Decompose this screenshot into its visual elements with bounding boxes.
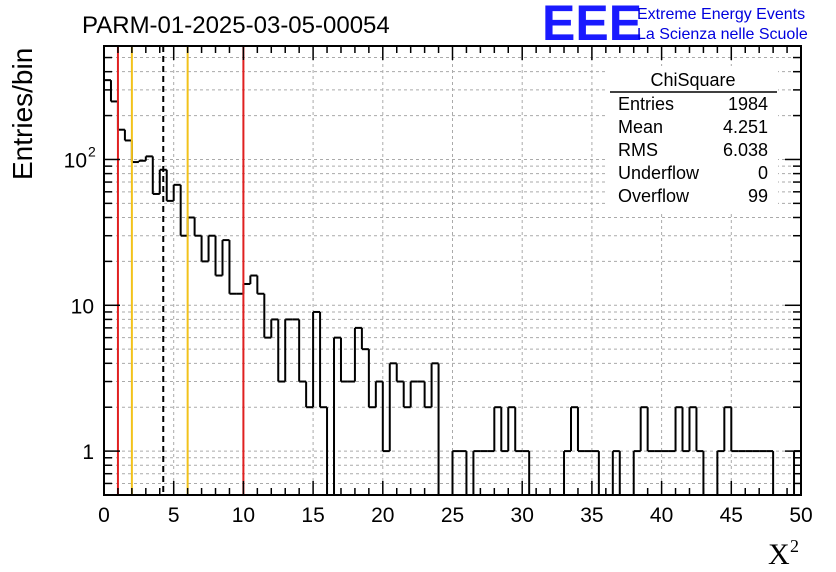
x-tick-label: 25 [441, 504, 464, 527]
stats-label-mean: Mean [618, 117, 663, 137]
eee-logo-line2: La Scienza nelle Scuole [637, 26, 808, 43]
y-tick-label-superscript: 2 [88, 143, 96, 159]
y-tick-label: 10 [64, 149, 87, 172]
y-axis-label: Entries/bin [7, 48, 38, 180]
stats-value-underflow: 0 [758, 163, 768, 183]
x-tick-label: 35 [580, 504, 603, 527]
x-axis-label: X [768, 538, 790, 571]
stats-box-title: ChiSquare [650, 70, 735, 90]
stats-label-entries: Entries [618, 94, 674, 114]
x-tick-label: 40 [650, 504, 673, 527]
x-tick-label: 45 [720, 504, 743, 527]
stats-label-underflow: Underflow [618, 163, 700, 183]
stats-value-entries: 1984 [728, 94, 768, 114]
plot-frame [103, 45, 802, 496]
stats-label-rms: RMS [618, 140, 658, 160]
stats-label-overflow: Overflow [618, 186, 690, 206]
eee-logo: EEE Extreme Energy Events La Scienza nel… [542, 0, 808, 51]
x-tick-label: 50 [789, 504, 812, 527]
x-tick-label: 20 [371, 504, 394, 527]
x-tick-label: 0 [98, 504, 110, 527]
grid-lines [104, 46, 801, 495]
x-tick-label: 5 [168, 504, 180, 527]
y-tick-label: 1 [82, 441, 94, 464]
chart-title: PARM-01-2025-03-05-00054 [82, 12, 390, 39]
x-tick-label: 30 [511, 504, 534, 527]
x-tick-label: 10 [232, 504, 255, 527]
stats-box: ChiSquare Entries 1984 Mean 4.251 RMS 6.… [608, 66, 778, 212]
x-tick-label: 15 [301, 504, 324, 527]
eee-logo-line1: Extreme Energy Events [637, 6, 805, 23]
y-tick-label: 10 [71, 295, 94, 318]
stats-value-overflow: 99 [748, 186, 768, 206]
stats-value-mean: 4.251 [723, 117, 768, 137]
x-axis-label-superscript: 2 [790, 536, 799, 556]
x-tick-labels: 0 5 10 15 20 25 30 35 40 45 50 [98, 504, 813, 527]
reference-lines [116, 46, 245, 495]
eee-logo-mark: EEE [542, 0, 642, 51]
stats-value-rms: 6.038 [723, 140, 768, 160]
